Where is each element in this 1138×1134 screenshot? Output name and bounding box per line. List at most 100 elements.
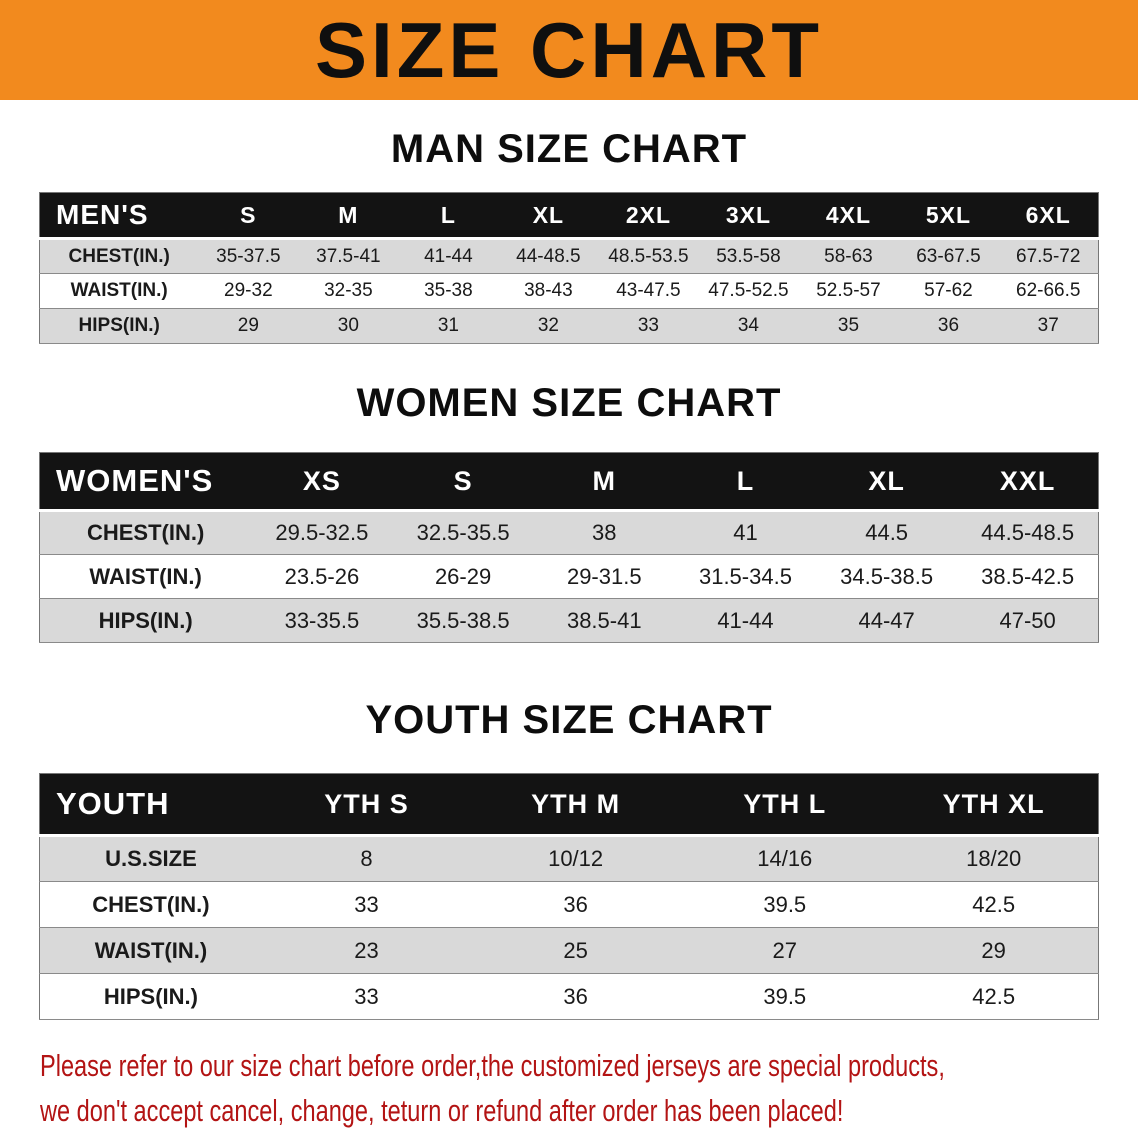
women-chart-heading: WOMEN SIZE CHART — [356, 381, 782, 425]
size-header-cell: XXL — [957, 452, 1099, 512]
value-cell: 38.5-41 — [566, 607, 642, 633]
size-header-cell: L — [398, 192, 499, 240]
value-cell: 29.5-32.5 — [275, 520, 369, 545]
value-cell: 47-50 — [999, 607, 1056, 633]
value-cell: 29 — [981, 937, 1006, 963]
value-cell: 31.5-34.5 — [698, 563, 792, 589]
disclaimer-line-1: Please refer to our size chart before or… — [40, 1048, 945, 1083]
value-cell: 42.5 — [972, 983, 1016, 1009]
value-cell: 33 — [354, 983, 379, 1009]
size-header-cell: S — [198, 192, 299, 240]
size-header-cell: 3XL — [698, 192, 799, 240]
value-cell: 31 — [437, 315, 459, 336]
value-cell: 57-62 — [924, 280, 973, 301]
value-cell: 26-29 — [434, 563, 492, 589]
value-cell: 25 — [563, 937, 588, 963]
value-cell: 8 — [360, 846, 373, 871]
value-cell: 63-67.5 — [916, 245, 981, 267]
value-cell: 36 — [937, 315, 960, 336]
row-label-cell: HIPS(IN.) — [103, 983, 198, 1009]
page-title: SIZE CHART — [315, 6, 823, 94]
men-size-table: MEN'S S M L XL 2XL 3XL 4XL 5XL 6XL CHEST(IN.) 35-37… — [39, 192, 1099, 344]
size-header-row: WOMEN'S XS S M L XL XXL — [39, 452, 1099, 512]
row-label-cell: HIPS(IN.) — [98, 607, 193, 633]
value-cell: 38 — [592, 520, 617, 545]
value-cell: 35 — [837, 315, 860, 336]
men-chart-heading: MAN SIZE CHART — [390, 127, 748, 171]
size-header-cell: YTH S — [261, 773, 472, 837]
value-cell: 34 — [737, 315, 759, 336]
value-cell: 44-47 — [858, 607, 915, 633]
value-cell: 29-31.5 — [566, 563, 642, 589]
value-cell: 32 — [537, 315, 559, 336]
measurement-row: U.S.SIZE 8 10/12 14/16 18/20 — [39, 835, 1099, 882]
row-label-cell: WAIST(IN.) — [70, 280, 168, 301]
value-cell: 36 — [563, 891, 588, 917]
value-cell: 58-63 — [824, 245, 873, 267]
disclaimer-line-2: we don't accept cancel, change, teturn o… — [40, 1092, 844, 1128]
youth-chart-heading: YOUTH SIZE CHART — [365, 698, 773, 742]
value-cell: 41 — [733, 520, 758, 545]
youth-size-table: YOUTH YTH S YTH M YTH L YTH XL U.S.SIZE 8 10/12… — [39, 773, 1099, 1020]
value-cell: 34.5-38.5 — [840, 563, 934, 589]
measurement-row: CHEST(IN.) 29.5-32.5 32.5-35.5 38 41 44.5 44.5… — [39, 510, 1099, 555]
value-cell: 44.5-48.5 — [981, 520, 1075, 545]
measurement-row: WAIST(IN.) 23 25 27 29 — [39, 927, 1099, 974]
row-label-cell: WAIST(IN.) — [89, 563, 202, 589]
measurement-row: CHEST(IN.) 35-37.5 37.5-41 41-44 44-48.5 48.5… — [39, 238, 1099, 274]
measurement-row: HIPS(IN.) 29 30 31 32 33 34 35 36 37 — [39, 308, 1099, 344]
value-cell: 32-35 — [324, 280, 373, 301]
row-label-cell: CHEST(IN.) — [86, 520, 205, 545]
measurement-row: HIPS(IN.) 33 36 39.5 42.5 — [39, 973, 1099, 1020]
value-cell: 35-38 — [424, 280, 473, 301]
size-header-cell: M — [533, 452, 675, 512]
value-cell: 27 — [772, 937, 797, 963]
measurement-row: WAIST(IN.) 29-32 32-35 35-38 38-43 43-47.5 47.… — [39, 273, 1099, 309]
value-cell: 36 — [563, 983, 588, 1009]
value-cell: 37 — [1037, 315, 1059, 336]
value-cell: 29 — [237, 315, 259, 336]
row-label-cell: WAIST(IN.) — [94, 937, 208, 963]
banner: SIZE CHART — [0, 0, 1138, 100]
value-cell: 41-44 — [717, 607, 774, 633]
value-cell: 35.5-38.5 — [416, 607, 510, 633]
value-cell: 39.5 — [763, 891, 807, 917]
size-header-cell: 2XL — [598, 192, 699, 240]
value-cell: 43-47.5 — [616, 280, 681, 301]
value-cell: 53.5-58 — [716, 245, 781, 267]
value-cell: 67.5-72 — [1016, 245, 1081, 267]
size-header-cell: YTH L — [680, 773, 890, 837]
size-header-cell: M — [298, 192, 399, 240]
value-cell: 10/12 — [548, 846, 604, 871]
value-cell: 38.5-42.5 — [981, 563, 1075, 589]
table-title-cell: MEN'S — [39, 192, 199, 240]
size-header-cell: 6XL — [998, 192, 1099, 240]
section-women: WOMEN SIZE CHART WOMEN'S XS S M L XL XXL CHEST(… — [0, 380, 1138, 643]
value-cell: 38-43 — [524, 280, 573, 301]
size-header-cell: YTH XL — [889, 773, 1099, 837]
size-header-row: MEN'S S M L XL 2XL 3XL 4XL 5XL 6XL — [39, 192, 1099, 240]
value-cell: 30 — [337, 315, 359, 336]
value-cell: 35-37.5 — [216, 245, 281, 267]
size-header-cell: 5XL — [898, 192, 999, 240]
value-cell: 33 — [637, 315, 659, 336]
size-header-cell: YTH M — [471, 773, 681, 837]
value-cell: 23 — [354, 937, 379, 963]
value-cell: 47.5-52.5 — [708, 280, 789, 301]
size-header-cell: 4XL — [798, 192, 899, 240]
value-cell: 18/20 — [966, 846, 1022, 871]
size-header-cell: XL — [498, 192, 599, 240]
row-label-cell: HIPS(IN.) — [78, 315, 160, 336]
value-cell: 14/16 — [757, 846, 813, 871]
table-title-cell: YOUTH — [39, 773, 262, 837]
value-cell: 44-48.5 — [516, 245, 581, 267]
value-cell: 48.5-53.5 — [608, 245, 689, 267]
value-cell: 52.5-57 — [816, 280, 881, 301]
value-cell: 33-35.5 — [284, 607, 360, 633]
disclaimer: Please refer to our size chart before or… — [0, 1044, 1138, 1134]
size-header-cell: S — [392, 452, 534, 512]
value-cell: 62-66.5 — [1016, 280, 1081, 301]
measurement-row: CHEST(IN.) 33 36 39.5 42.5 — [39, 881, 1099, 928]
value-cell: 39.5 — [763, 983, 807, 1009]
